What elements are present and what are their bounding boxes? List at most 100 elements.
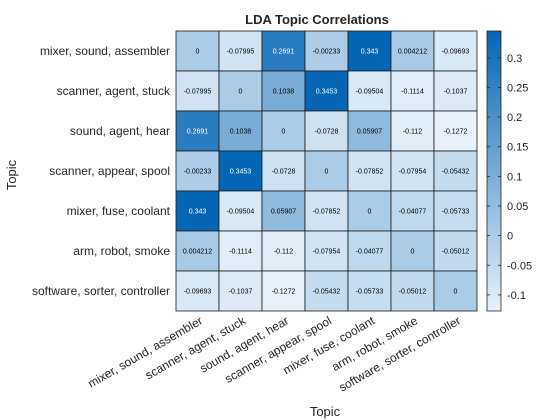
colorbar-tick-label: 0.15 xyxy=(507,142,528,154)
colorbar-tick-label: 0.1 xyxy=(507,171,522,183)
heatmap-cell xyxy=(390,270,435,312)
y-tick-label: sound, agent, hear xyxy=(70,124,170,138)
cell-value-label: 0.1038 xyxy=(273,89,295,96)
colorbar-tick-label: -0.05 xyxy=(507,260,532,272)
heatmap-cell xyxy=(218,30,263,72)
heatmap-cell xyxy=(433,70,478,112)
cell-value-label: -0.07995 xyxy=(184,89,212,96)
heatmap-cell xyxy=(261,70,306,112)
cell-value-label: -0.1272 xyxy=(272,289,296,296)
cell-value-label: 0 xyxy=(239,89,243,96)
heatmap-cell xyxy=(261,190,306,232)
heatmap-cell xyxy=(390,30,435,72)
heatmap-cell xyxy=(175,230,220,272)
colorbar-tick-label: -0.1 xyxy=(507,290,526,302)
y-tick-label: scanner, appear, spool xyxy=(49,164,170,178)
colorbar-tick-label: 0.2 xyxy=(507,112,522,124)
cell-value-label: 0.343 xyxy=(361,49,379,56)
cell-value-label: -0.00233 xyxy=(313,49,341,56)
cell-value-label: -0.0728 xyxy=(272,169,296,176)
colorbar: -0.1 -0.05 0 0.05 0.1 0.15 0.2 0.25 0.3 xyxy=(486,30,532,312)
cell-value-label: -0.07852 xyxy=(356,169,384,176)
cell-value-label: 0.1038 xyxy=(230,129,252,136)
cell-value-label: 0.05907 xyxy=(357,129,382,136)
heatmap-cell xyxy=(218,230,263,272)
cell-value-label: 0.2691 xyxy=(187,129,209,136)
heatmap-cell xyxy=(304,150,349,192)
heatmap-cell xyxy=(218,110,263,152)
y-axis-label: Topic xyxy=(4,159,19,190)
heatmap-cell xyxy=(347,230,392,272)
y-tick-label: mixer, fuse, coolant xyxy=(67,204,171,218)
cell-value-label: -0.09693 xyxy=(184,289,212,296)
cell-value-label: -0.1114 xyxy=(229,249,252,256)
cell-value-label: 0 xyxy=(196,49,200,56)
cell-value-label: -0.09693 xyxy=(442,49,470,56)
colorbar-tick-label: 0 xyxy=(507,231,513,243)
cell-value-label: 0 xyxy=(368,209,372,216)
cell-value-label: -0.07954 xyxy=(313,249,341,256)
cell-value-label: 0.05907 xyxy=(271,209,296,216)
heatmap-cell xyxy=(261,30,306,72)
cell-value-label: -0.09504 xyxy=(356,89,384,96)
cell-value-label: 0 xyxy=(454,289,458,296)
cell-value-label: 0 xyxy=(411,249,415,256)
cell-value-label: -0.1037 xyxy=(229,289,253,296)
heatmap-cell xyxy=(175,150,220,192)
heatmap-cell xyxy=(390,150,435,192)
cell-value-label: -0.1272 xyxy=(444,129,468,136)
cell-value-label: -0.04077 xyxy=(356,249,384,256)
y-tick-label: software, sorter, controller xyxy=(32,284,170,298)
cell-value-label: -0.05733 xyxy=(356,289,384,296)
cell-value-label: 0.3453 xyxy=(316,89,338,96)
cell-value-label: -0.112 xyxy=(274,249,293,256)
cell-value-label: 0 xyxy=(282,129,286,136)
heatmap-cell xyxy=(175,70,220,112)
heatmap-cell xyxy=(347,110,392,152)
cell-value-label: 0.3453 xyxy=(230,169,252,176)
heatmap-cell xyxy=(390,110,435,152)
cell-value-label: 0.343 xyxy=(189,209,207,216)
heatmap-cell xyxy=(304,230,349,272)
cell-value-label: -0.07995 xyxy=(227,49,255,56)
cell-value-label: -0.1037 xyxy=(444,89,468,96)
colorbar-tick-label: 0.3 xyxy=(507,53,522,65)
y-tick-label: mixer, sound, assembler xyxy=(40,44,170,58)
cell-value-label: -0.1114 xyxy=(401,89,424,96)
cell-value-label: -0.05432 xyxy=(442,169,470,176)
cell-value-label: -0.07852 xyxy=(313,209,341,216)
cell-value-label: -0.05012 xyxy=(442,249,470,256)
heatmap-cell xyxy=(261,110,306,152)
cell-value-label: 0.004212 xyxy=(398,49,427,56)
cell-value-label: -0.04077 xyxy=(399,209,427,216)
heatmap-cell xyxy=(433,110,478,152)
heatmap-cell xyxy=(175,270,220,312)
y-tick-label: scanner, agent, stuck xyxy=(57,84,171,98)
colorbar-tick-label: 0.25 xyxy=(507,82,528,94)
heatmap-cells xyxy=(175,30,478,312)
heatmap-cell xyxy=(304,110,349,152)
cell-value-label: -0.09504 xyxy=(227,209,255,216)
heatmap-cell xyxy=(433,270,478,312)
heatmap-cell xyxy=(261,270,306,312)
cell-value-label: -0.07954 xyxy=(399,169,427,176)
chart-title: LDA Topic Correlations xyxy=(245,12,389,27)
heatmap-cell xyxy=(347,270,392,312)
heatmap-cell-labels: 0 -0.07995 0.2691 -0.00233 0.343 0.004212 -0.0… xyxy=(183,49,470,296)
heatmap-cell xyxy=(433,230,478,272)
heatmap-cell xyxy=(175,30,220,72)
colorbar-tick-label: 0.05 xyxy=(507,201,528,213)
heatmap-cell xyxy=(347,70,392,112)
cell-value-label: 0.004212 xyxy=(183,249,212,256)
heatmap-cell xyxy=(175,190,220,232)
cell-value-label: -0.0728 xyxy=(315,129,339,136)
cell-value-label: -0.05432 xyxy=(313,289,341,296)
cell-value-label: -0.05012 xyxy=(399,289,427,296)
cell-value-label: 0.2691 xyxy=(273,49,295,56)
heatmap-cell xyxy=(433,150,478,192)
heatmap-cell xyxy=(304,270,349,312)
heatmap-cell xyxy=(218,150,263,192)
y-tick-label: arm, robot, smoke xyxy=(73,244,170,258)
